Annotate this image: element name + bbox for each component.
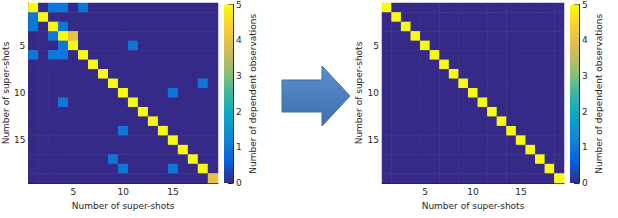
svg-text:15: 15	[368, 135, 379, 145]
svg-text:15: 15	[14, 135, 25, 145]
svg-text:1: 1	[582, 142, 588, 152]
svg-text:5: 5	[70, 187, 76, 197]
svg-text:5: 5	[422, 187, 428, 197]
svg-text:3: 3	[582, 71, 588, 81]
svg-text:10: 10	[14, 88, 26, 98]
svg-text:15: 15	[515, 187, 526, 197]
svg-text:4: 4	[582, 35, 588, 45]
svg-text:1: 1	[236, 142, 242, 152]
svg-text:2: 2	[582, 107, 588, 117]
svg-text:5: 5	[582, 0, 588, 10]
svg-text:2: 2	[236, 107, 242, 117]
svg-text:Number of dependent observatio: Number of dependent observations	[248, 13, 258, 173]
svg-text:Number of super-shots: Number of super-shots	[422, 201, 525, 211]
svg-text:10: 10	[368, 88, 380, 98]
svg-text:10: 10	[467, 187, 479, 197]
svg-text:5: 5	[20, 41, 26, 51]
svg-text:Number of super-shots: Number of super-shots	[354, 41, 364, 144]
svg-text:15: 15	[167, 187, 178, 197]
svg-text:10: 10	[117, 187, 129, 197]
svg-text:Number of dependent observatio: Number of dependent observations	[594, 13, 604, 173]
svg-text:Number of super-shots: Number of super-shots	[72, 201, 175, 211]
svg-text:5: 5	[236, 0, 242, 10]
svg-text:0: 0	[582, 178, 588, 188]
svg-text:Number of super-shots: Number of super-shots	[1, 41, 11, 144]
svg-text:3: 3	[236, 71, 242, 81]
svg-text:5: 5	[373, 41, 379, 51]
svg-text:0: 0	[236, 178, 242, 188]
svg-text:4: 4	[236, 35, 242, 45]
